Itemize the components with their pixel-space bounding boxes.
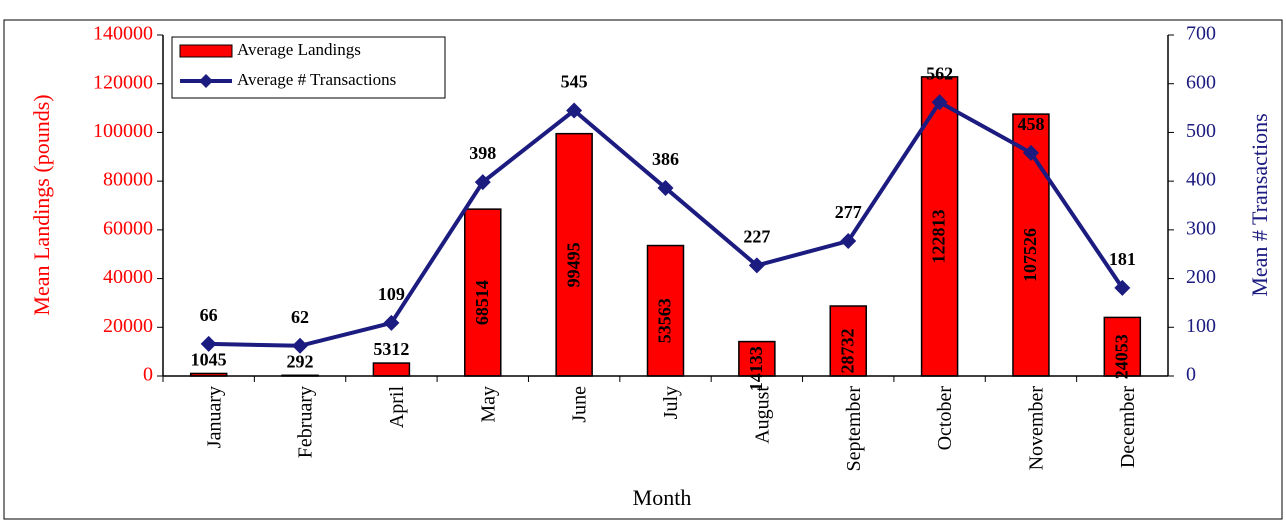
y2-tick-label: 500 xyxy=(1186,120,1216,142)
line-marker xyxy=(657,179,674,196)
line-marker xyxy=(1114,279,1131,296)
bar-value-label: 53563 xyxy=(655,298,675,343)
legend: Average Landings Average # Transactions xyxy=(171,36,446,99)
line-value-label: 109 xyxy=(378,284,405,304)
line-value-label: 398 xyxy=(469,143,496,163)
x-tick-label: September xyxy=(843,386,865,472)
y2-tick-label: 300 xyxy=(1186,217,1216,239)
line-marker xyxy=(566,102,583,119)
bar-value-label: 68514 xyxy=(472,280,492,325)
legend-label: Average # Transactions xyxy=(237,70,396,89)
legend-swatch xyxy=(179,44,233,58)
bar-value-label: 28732 xyxy=(837,329,857,374)
line-marker xyxy=(200,335,217,352)
line-value-label: 545 xyxy=(561,72,588,92)
legend-label: Average Landings xyxy=(237,40,361,59)
line-value-label: 458 xyxy=(1017,114,1044,134)
line-value-label: 562 xyxy=(926,63,953,83)
bar xyxy=(555,132,593,377)
bar xyxy=(646,244,685,377)
x-tick-label: January xyxy=(203,386,225,448)
bar xyxy=(829,305,867,377)
bar xyxy=(1103,316,1142,377)
line-marker xyxy=(748,257,765,274)
bar-value-label: 14133 xyxy=(746,346,766,391)
y-tick-label: 40000 xyxy=(103,266,153,288)
bar-value-label: 1045 xyxy=(191,350,227,370)
bar-value-label: 107526 xyxy=(1020,228,1040,282)
line-marker xyxy=(383,314,400,331)
y-tick-label: 80000 xyxy=(103,169,153,191)
bar-value-label: 292 xyxy=(287,351,314,371)
y-tick-label: 60000 xyxy=(103,217,153,239)
x-tick-label: December xyxy=(1117,386,1139,469)
x-tick-label: November xyxy=(1026,386,1048,471)
x-tick-label: May xyxy=(477,386,499,423)
y-axis-title: Mean Landings (pounds) xyxy=(29,94,54,315)
y-tick-label: 0 xyxy=(143,364,153,386)
bar-value-label: 5312 xyxy=(373,339,409,359)
line-marker xyxy=(292,337,309,354)
y2-tick-label: 200 xyxy=(1186,266,1216,288)
line-value-label: 277 xyxy=(835,202,862,222)
bar xyxy=(1012,113,1050,377)
line-marker xyxy=(931,94,948,111)
line-value-label: 227 xyxy=(743,227,770,247)
line-value-label: 66 xyxy=(200,305,218,325)
line-marker xyxy=(840,233,857,250)
y-tick-label: 20000 xyxy=(103,315,153,337)
y2-tick-label: 0 xyxy=(1186,364,1196,386)
bar xyxy=(372,362,411,377)
x-tick-label: October xyxy=(934,386,956,451)
x-tick-label: June xyxy=(569,386,591,423)
y2-tick-label: 700 xyxy=(1186,23,1216,45)
y-tick-label: 140000 xyxy=(93,23,153,45)
y2-tick-label: 100 xyxy=(1186,315,1216,337)
y2-tick-label: 400 xyxy=(1186,169,1216,191)
line-value-label: 386 xyxy=(652,149,679,169)
x-tick-label: February xyxy=(295,386,317,458)
chart-frame xyxy=(3,19,1283,520)
y2-axis-title: Mean # Transactions xyxy=(1247,113,1272,296)
line-value-label: 181 xyxy=(1109,249,1136,269)
x-tick-label: July xyxy=(660,386,682,419)
x-axis-title: Month xyxy=(633,485,692,510)
y-tick-label: 100000 xyxy=(93,120,153,142)
y2-tick-label: 600 xyxy=(1186,71,1216,93)
bar-value-label: 99495 xyxy=(563,242,583,287)
line-marker xyxy=(474,174,491,191)
bar-value-label: 122813 xyxy=(929,209,949,263)
bar-value-label: 24053 xyxy=(1111,334,1131,379)
bar xyxy=(920,76,959,377)
x-tick-label: August xyxy=(751,386,773,444)
y-tick-label: 120000 xyxy=(93,71,153,93)
legend-marker xyxy=(199,74,213,88)
line-marker xyxy=(1022,144,1039,161)
x-tick-label: April xyxy=(386,386,408,429)
line-value-label: 62 xyxy=(291,307,309,327)
